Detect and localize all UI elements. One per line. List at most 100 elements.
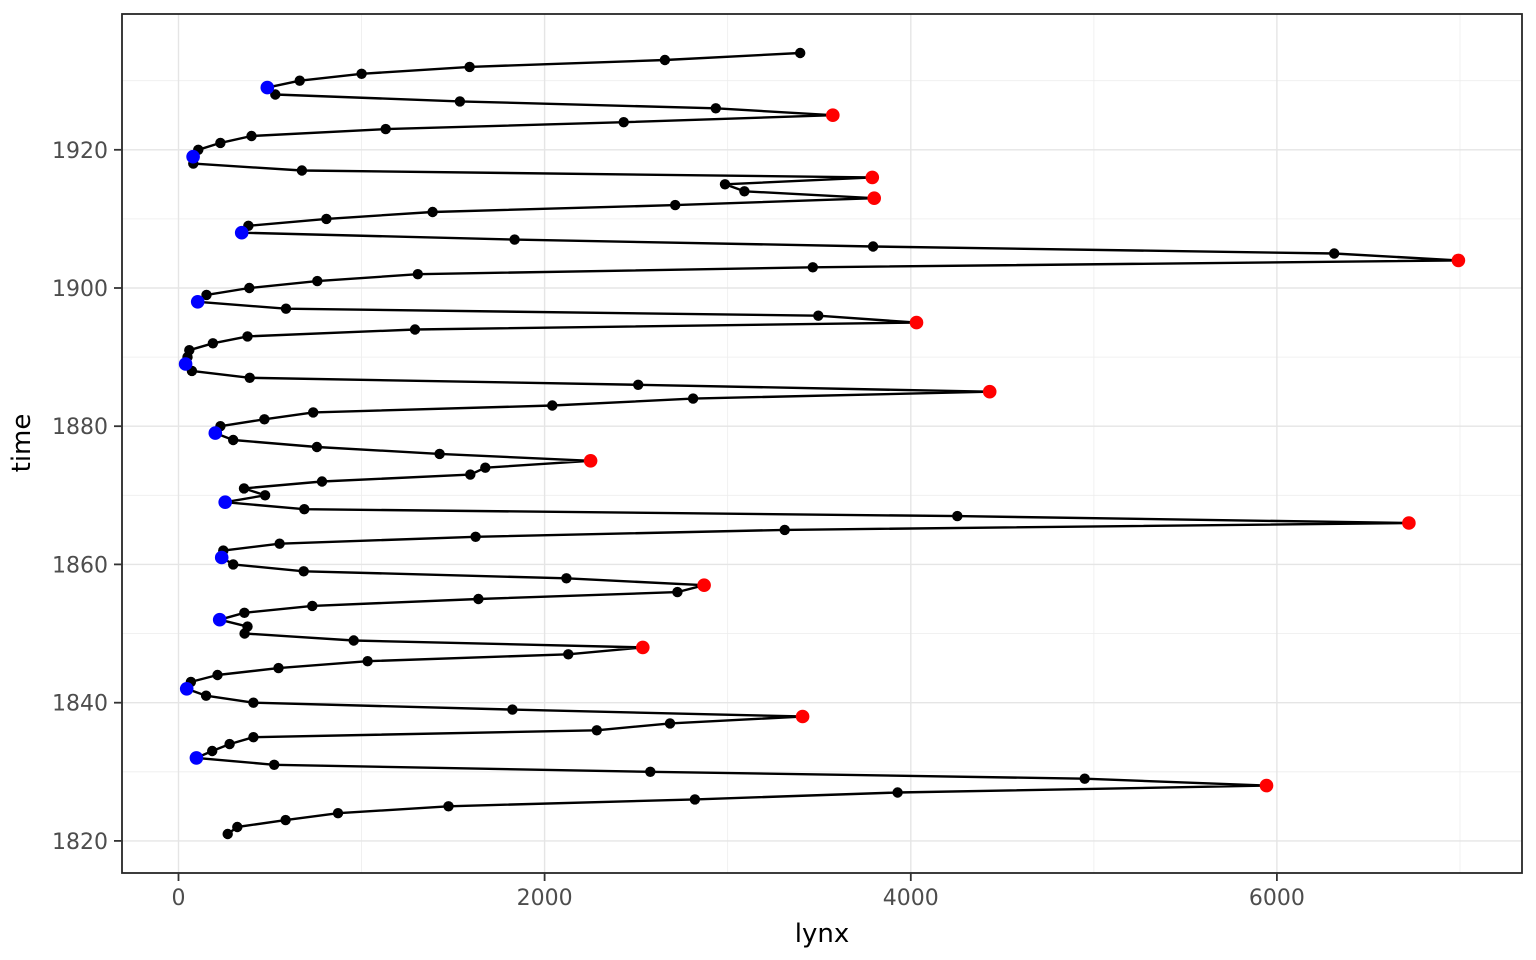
data-point: [867, 241, 879, 252]
trough-point: [212, 612, 227, 627]
data-point: [509, 234, 520, 245]
y-tick-label: 1900: [52, 277, 108, 302]
data-point: [795, 47, 806, 59]
data-point: [563, 649, 574, 660]
data-point: [952, 510, 963, 522]
data-point: [244, 282, 255, 294]
data-point: [308, 407, 319, 418]
trough-point: [260, 80, 275, 95]
data-point: [591, 725, 602, 736]
data-point: [561, 573, 572, 584]
data-point: [321, 213, 332, 225]
data-point: [443, 801, 454, 812]
data-point: [212, 669, 223, 681]
data-point: [224, 738, 235, 750]
data-point: [280, 303, 292, 314]
data-point: [1079, 773, 1090, 784]
x-tick-label: 2000: [517, 886, 573, 911]
data-point: [239, 607, 250, 618]
data-point: [892, 787, 903, 798]
panel-border: [121, 13, 1523, 874]
trough-point: [214, 550, 229, 565]
data-point: [618, 117, 629, 128]
data-point: [687, 393, 699, 404]
data-point: [719, 179, 731, 190]
trough-point: [178, 357, 193, 371]
data-point: [739, 186, 750, 197]
data-point: [454, 96, 466, 107]
peak-point: [697, 578, 711, 592]
peak-point: [867, 191, 881, 205]
data-point: [259, 490, 271, 501]
data-point: [222, 828, 233, 840]
peak-point: [865, 170, 880, 185]
peak-point: [982, 384, 997, 399]
data-point: [269, 759, 280, 770]
panel-background: [122, 14, 1522, 873]
data-point: [807, 262, 818, 273]
trough-points: [178, 80, 275, 765]
data-point: [434, 448, 445, 460]
y-tick-label: 1920: [52, 139, 108, 164]
data-point: [473, 593, 484, 605]
y-tick-label: 1880: [52, 415, 108, 440]
trough-point: [218, 495, 232, 510]
y-axis: 1820 1840 1860 1880 1900 1920: [52, 139, 122, 855]
data-point: [547, 400, 558, 411]
peak-point: [583, 454, 598, 468]
data-point: [274, 538, 285, 549]
data-point: [664, 718, 676, 729]
data-point: [242, 621, 253, 632]
data-point: [470, 531, 481, 542]
data-point: [412, 269, 423, 280]
data-point: [246, 130, 257, 142]
data-point: [645, 766, 656, 777]
data-point: [296, 165, 308, 176]
data-point: [409, 324, 421, 335]
peak-point: [1402, 516, 1416, 530]
trough-point: [179, 682, 194, 696]
data-point: [215, 137, 226, 149]
peak-point: [826, 108, 840, 122]
trough-point: [190, 295, 205, 309]
data-point: [464, 61, 475, 73]
data-point: [465, 469, 476, 480]
series-path: [184, 51, 1460, 835]
peak-point: [1451, 253, 1466, 268]
data-point: [332, 808, 344, 819]
data-point: [316, 476, 328, 487]
data-point: [670, 199, 681, 211]
data-point: [184, 345, 195, 356]
data-point: [779, 524, 790, 536]
y-tick-label: 1860: [52, 553, 108, 578]
data-point: [427, 206, 438, 218]
data-point: [294, 75, 305, 86]
data-point: [480, 462, 491, 473]
data-point: [259, 414, 270, 425]
data-point: [228, 434, 239, 446]
trough-point: [234, 225, 249, 240]
data-point: [207, 745, 218, 757]
data-point: [280, 814, 291, 826]
peak-points: [583, 108, 1466, 793]
data-point: [311, 441, 323, 453]
trough-point: [186, 149, 200, 164]
y-axis-title: time: [7, 414, 37, 473]
data-point: [362, 656, 373, 667]
peak-point: [1259, 778, 1274, 793]
data-point: [380, 123, 391, 135]
data-point: [356, 68, 367, 80]
data-point: [228, 559, 239, 570]
data-point: [238, 483, 250, 494]
peak-point: [909, 315, 924, 330]
data-point: [248, 732, 259, 743]
data-point: [689, 794, 701, 805]
x-axis: 0 2000 4000 6000: [172, 873, 1305, 911]
y-tick-label: 1840: [52, 692, 108, 717]
peak-point: [795, 709, 810, 724]
data-point: [307, 600, 318, 612]
data-point: [248, 697, 259, 708]
x-tick-label: 4000: [883, 886, 939, 911]
data-point: [659, 54, 671, 66]
